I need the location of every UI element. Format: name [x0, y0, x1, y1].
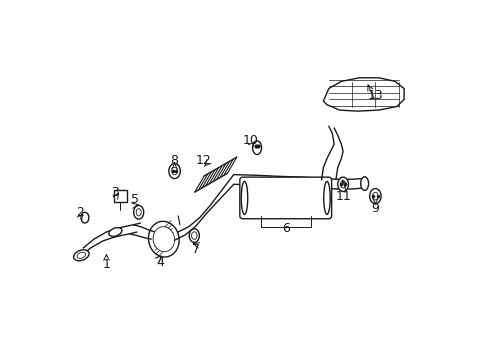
- Text: 9: 9: [371, 202, 379, 215]
- Ellipse shape: [133, 206, 143, 219]
- Text: 3: 3: [111, 186, 119, 199]
- Ellipse shape: [372, 192, 378, 200]
- Ellipse shape: [369, 189, 380, 204]
- Text: 1: 1: [102, 258, 110, 271]
- Ellipse shape: [189, 229, 199, 242]
- Ellipse shape: [136, 209, 141, 216]
- Ellipse shape: [148, 221, 179, 257]
- Ellipse shape: [73, 250, 89, 261]
- Ellipse shape: [109, 228, 122, 237]
- Text: 13: 13: [367, 89, 383, 102]
- Text: 8: 8: [170, 154, 178, 167]
- Text: 11: 11: [335, 190, 350, 203]
- Ellipse shape: [360, 177, 368, 190]
- Ellipse shape: [323, 181, 329, 215]
- Text: 7: 7: [192, 243, 200, 256]
- Text: 6: 6: [281, 222, 289, 235]
- Ellipse shape: [168, 163, 180, 179]
- Ellipse shape: [171, 167, 177, 175]
- Ellipse shape: [191, 232, 197, 239]
- Text: 12: 12: [195, 154, 211, 167]
- Polygon shape: [113, 190, 127, 202]
- Ellipse shape: [77, 252, 85, 258]
- Polygon shape: [323, 78, 403, 111]
- Text: 2: 2: [76, 206, 84, 219]
- Ellipse shape: [153, 227, 174, 252]
- Text: 10: 10: [243, 134, 258, 147]
- Ellipse shape: [340, 181, 345, 188]
- Text: 5: 5: [131, 193, 139, 206]
- Text: 4: 4: [156, 256, 164, 269]
- Ellipse shape: [337, 177, 348, 192]
- Ellipse shape: [81, 212, 89, 223]
- FancyBboxPatch shape: [239, 177, 331, 219]
- Ellipse shape: [241, 181, 247, 215]
- Ellipse shape: [252, 141, 261, 154]
